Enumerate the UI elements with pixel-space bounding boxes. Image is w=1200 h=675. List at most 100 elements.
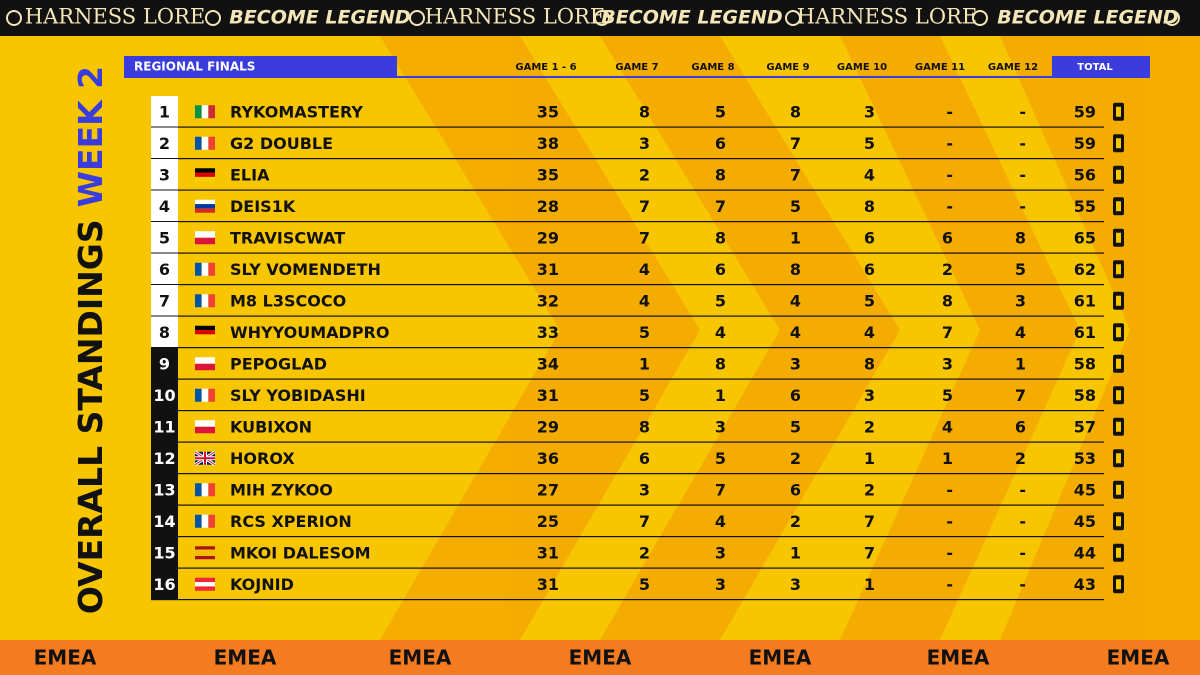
game-points: 3 xyxy=(715,543,726,562)
rank: 2 xyxy=(159,134,170,153)
total-points: 59 xyxy=(1074,134,1096,153)
rank: 10 xyxy=(153,386,175,405)
game-points: 4 xyxy=(1015,323,1026,342)
game-points: 4 xyxy=(942,417,953,436)
chevron xyxy=(1000,36,1200,640)
game-points: 3 xyxy=(715,417,726,436)
row-divider xyxy=(151,221,1104,223)
game-points: 5 xyxy=(715,102,726,121)
game-points: 25 xyxy=(537,512,559,531)
flag xyxy=(195,586,215,591)
game-points: 6 xyxy=(715,260,726,279)
game-points: 8 xyxy=(790,102,801,121)
flag xyxy=(208,105,215,119)
rank: 8 xyxy=(159,323,170,342)
total-points: 43 xyxy=(1074,575,1096,594)
chevron xyxy=(380,36,700,640)
game-points: 4 xyxy=(790,323,801,342)
game-points: 3 xyxy=(715,575,726,594)
chevron xyxy=(600,36,900,640)
flag xyxy=(195,262,202,276)
footer-label: EMEA xyxy=(214,646,277,670)
row-icon xyxy=(1116,516,1121,527)
player-name: SLY YOBIDASHI xyxy=(230,386,366,405)
flag xyxy=(195,420,215,427)
flag xyxy=(201,514,209,528)
flag xyxy=(201,262,209,276)
flag xyxy=(195,426,215,434)
rank-box xyxy=(151,379,178,411)
game-points: - xyxy=(1019,480,1026,499)
banner-icon xyxy=(785,10,801,26)
column-header: GAME 7 xyxy=(615,62,658,73)
game-points: 1 xyxy=(790,228,801,247)
game-points: 5 xyxy=(715,449,726,468)
rank-box xyxy=(151,127,178,159)
game-points: - xyxy=(946,134,953,153)
game-points: 8 xyxy=(639,102,650,121)
flag xyxy=(195,172,215,177)
rank-box xyxy=(151,411,178,443)
game-points: 36 xyxy=(537,449,559,468)
game-points: 2 xyxy=(790,449,801,468)
rank-box xyxy=(151,568,178,600)
flag xyxy=(195,334,215,339)
banner-icon xyxy=(6,10,22,26)
row-divider xyxy=(151,158,1104,160)
flag xyxy=(195,168,215,173)
row-divider xyxy=(151,536,1104,538)
total-points: 62 xyxy=(1074,260,1096,279)
column-header: GAME 9 xyxy=(766,62,809,73)
game-points: 4 xyxy=(790,291,801,310)
player-name: MKOI DALESOM xyxy=(230,543,371,562)
game-points: 5 xyxy=(942,386,953,405)
flag xyxy=(195,325,215,331)
flag xyxy=(195,549,215,553)
game-points: 2 xyxy=(864,417,875,436)
row-divider xyxy=(151,473,1104,475)
game-points: 7 xyxy=(790,165,801,184)
flag xyxy=(204,451,206,465)
flag xyxy=(195,204,215,209)
row-icon xyxy=(1116,358,1121,369)
game-points: 27 xyxy=(537,480,559,499)
player-name: RYKOMASTERY xyxy=(230,102,363,121)
game-points: 3 xyxy=(864,386,875,405)
game-points: 2 xyxy=(1015,449,1026,468)
table-label-box xyxy=(124,56,397,78)
game-points: - xyxy=(946,512,953,531)
game-points: - xyxy=(1019,512,1026,531)
player-name: RCS XPERION xyxy=(230,512,352,531)
game-points: 5 xyxy=(639,323,650,342)
rank-box xyxy=(151,285,178,317)
flag xyxy=(195,231,215,238)
rank-box xyxy=(151,537,178,569)
row-icon xyxy=(1116,169,1121,180)
banner-icon xyxy=(205,10,221,26)
game-points: 31 xyxy=(537,386,559,405)
bottom-banner xyxy=(0,640,1200,675)
game-points: 5 xyxy=(864,291,875,310)
game-points: 5 xyxy=(639,575,650,594)
row-divider xyxy=(151,599,1104,601)
player-name: TRAVISCWAT xyxy=(230,228,345,247)
game-points: - xyxy=(1019,197,1026,216)
game-points: - xyxy=(946,197,953,216)
game-points: 31 xyxy=(537,260,559,279)
flag xyxy=(208,262,215,276)
game-points: 1 xyxy=(864,449,875,468)
rank: 6 xyxy=(159,260,170,279)
game-points: 6 xyxy=(864,228,875,247)
game-points: 8 xyxy=(790,260,801,279)
game-points: 8 xyxy=(1015,228,1026,247)
rank-box xyxy=(151,190,178,222)
game-points: 7 xyxy=(639,512,650,531)
row-icon xyxy=(1116,232,1121,243)
total-points: 58 xyxy=(1074,354,1096,373)
rank: 4 xyxy=(159,197,170,216)
rank-box xyxy=(151,316,178,348)
player-name: G2 DOUBLE xyxy=(230,134,333,153)
total-points: 55 xyxy=(1074,197,1096,216)
flag xyxy=(195,514,202,528)
flag xyxy=(195,388,202,402)
